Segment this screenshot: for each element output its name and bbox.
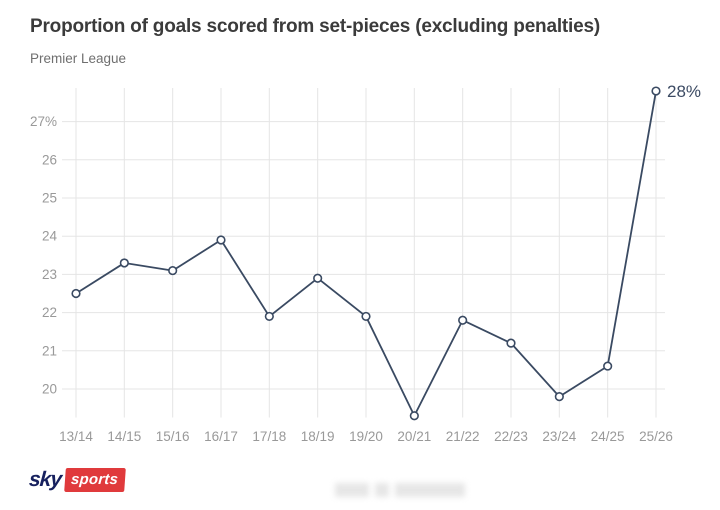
x-tick-label: 25/26 <box>639 429 673 444</box>
data-point <box>458 315 468 325</box>
x-tick-label: 16/17 <box>204 429 238 444</box>
sky-logo-text: sky <box>28 468 62 491</box>
x-tick-label: 20/21 <box>397 429 431 444</box>
x-tick-label: 23/24 <box>542 429 576 444</box>
data-point <box>361 311 371 322</box>
sky-sports-logo: sky sports <box>28 468 126 492</box>
data-point <box>119 258 129 268</box>
data-point <box>216 235 226 245</box>
data-point <box>506 338 516 348</box>
data-point <box>603 361 613 371</box>
data-point <box>409 411 419 421</box>
data-point <box>168 265 178 276</box>
chart-subtitle: Premier League <box>30 50 127 66</box>
x-tick-label: 14/15 <box>107 429 141 444</box>
x-tick-label: 13/14 <box>59 429 93 444</box>
x-tick-label: 15/16 <box>156 429 190 444</box>
data-point <box>313 273 323 283</box>
y-tick-label: 25 <box>42 191 57 206</box>
x-tick-label: 18/19 <box>301 429 335 444</box>
x-tick-label: 17/18 <box>252 429 286 444</box>
last-point-label: 28% <box>667 82 701 101</box>
watermark <box>335 480 485 500</box>
y-tick-label: 22 <box>42 305 57 320</box>
x-tick-label: 22/23 <box>494 429 528 444</box>
data-point <box>264 311 274 322</box>
x-tick-label: 24/25 <box>591 429 625 444</box>
x-tick-label: 19/20 <box>349 429 383 444</box>
y-tick-label: 21 <box>42 343 57 358</box>
y-tick-label: 27% <box>30 114 57 129</box>
data-point <box>71 288 81 299</box>
sports-logo-badge: sports <box>64 468 126 492</box>
y-tick-label: 24 <box>42 229 58 244</box>
data-point <box>554 392 564 402</box>
y-tick-label: 20 <box>42 382 57 397</box>
chart-header: Proportion of goals scored from set-piec… <box>30 16 700 66</box>
y-tick-label: 26 <box>42 152 57 167</box>
data-point <box>651 86 661 96</box>
y-tick-label: 23 <box>42 267 57 282</box>
x-tick-label: 21/22 <box>446 429 480 444</box>
chart-title: Proportion of goals scored from set-piec… <box>30 16 600 37</box>
